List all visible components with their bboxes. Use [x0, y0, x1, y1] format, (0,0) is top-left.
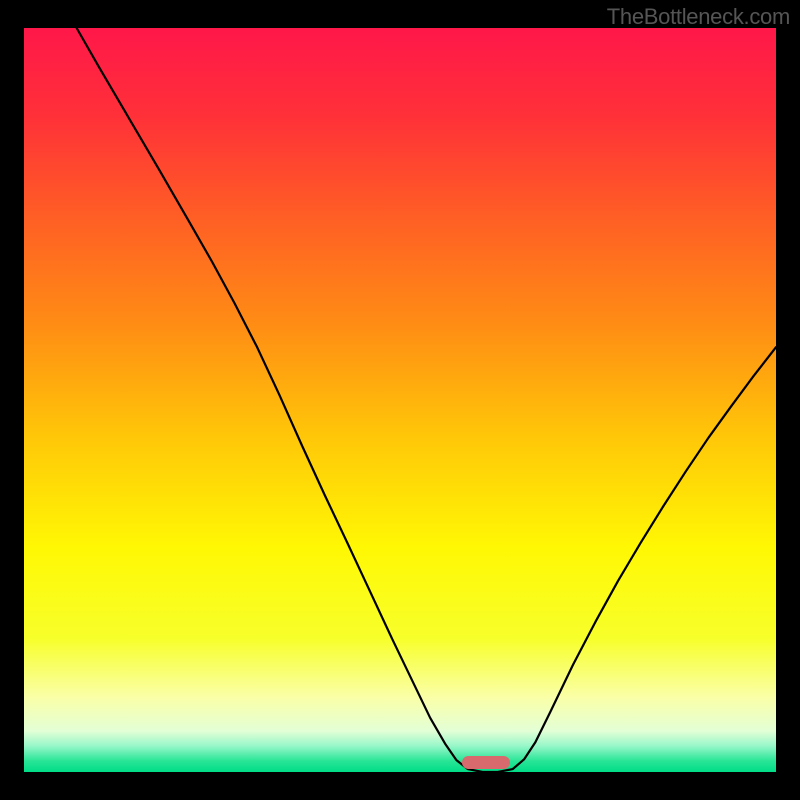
optimal-marker [462, 756, 510, 769]
plot-area [24, 28, 776, 772]
watermark-text: TheBottleneck.com [607, 4, 790, 30]
chart-root: TheBottleneck.com [0, 0, 800, 800]
gradient-background [24, 28, 776, 772]
